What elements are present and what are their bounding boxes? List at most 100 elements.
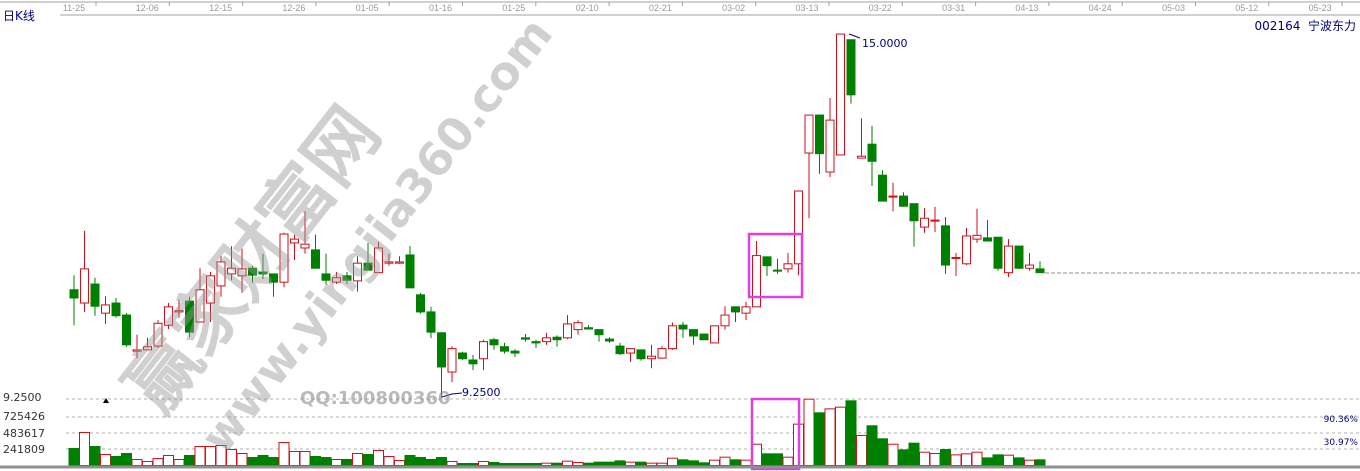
candle[interactable]	[731, 306, 740, 323]
candle[interactable]	[594, 329, 604, 342]
candle[interactable]	[710, 325, 719, 344]
candle[interactable]	[384, 253, 394, 266]
candle[interactable]	[426, 306, 436, 338]
candle[interactable]	[720, 306, 730, 330]
candle[interactable]	[930, 206, 940, 233]
candle[interactable]	[458, 351, 467, 360]
candle[interactable]	[1004, 239, 1013, 278]
volume-gridlines	[66, 398, 1360, 450]
candle[interactable]	[489, 337, 499, 350]
candle[interactable]	[1014, 245, 1024, 269]
candle[interactable]	[836, 33, 845, 156]
candle[interactable]	[510, 349, 520, 357]
candle[interactable]	[437, 332, 446, 398]
candle[interactable]	[542, 332, 551, 345]
candle[interactable]	[962, 227, 971, 266]
candle[interactable]	[405, 246, 415, 289]
candle[interactable]	[899, 192, 908, 207]
candle[interactable]	[867, 125, 877, 186]
candle[interactable]	[111, 297, 121, 318]
candle[interactable]	[311, 234, 320, 269]
volume-bar	[677, 459, 689, 466]
candle[interactable]	[552, 335, 562, 347]
candle[interactable]	[815, 114, 824, 174]
candle[interactable]	[195, 268, 205, 323]
candle[interactable]	[174, 299, 184, 318]
candle[interactable]	[258, 253, 268, 279]
candle[interactable]	[941, 216, 950, 274]
candle[interactable]	[678, 322, 688, 338]
candle[interactable]	[101, 296, 110, 324]
candle[interactable]	[1035, 261, 1045, 274]
candle[interactable]	[647, 344, 656, 369]
candle[interactable]	[636, 349, 646, 361]
candle[interactable]	[699, 333, 709, 341]
candle[interactable]	[804, 114, 814, 219]
candle[interactable]	[206, 272, 215, 323]
candle[interactable]	[657, 346, 667, 359]
candle[interactable]	[857, 118, 866, 159]
candle[interactable]	[762, 256, 772, 276]
candle[interactable]	[878, 170, 887, 202]
candle[interactable]	[615, 342, 625, 355]
candle[interactable]	[626, 348, 635, 362]
candle[interactable]	[783, 253, 793, 273]
candle[interactable]	[1025, 253, 1034, 271]
candle[interactable]	[248, 265, 257, 283]
candle[interactable]	[972, 208, 982, 243]
candle[interactable]	[395, 256, 404, 264]
candle[interactable]	[563, 315, 572, 340]
candle[interactable]	[122, 313, 131, 347]
candle[interactable]	[353, 256, 362, 292]
candle[interactable]	[164, 303, 173, 329]
candle[interactable]	[416, 292, 425, 314]
candle[interactable]	[888, 182, 898, 212]
candle[interactable]	[531, 339, 541, 348]
volume-bar	[635, 461, 647, 467]
candle[interactable]	[216, 256, 226, 297]
candle[interactable]	[479, 339, 488, 371]
candle[interactable]	[300, 211, 310, 254]
candle[interactable]	[983, 220, 992, 242]
candle[interactable]	[846, 39, 856, 104]
candle[interactable]	[90, 277, 100, 316]
volume-bar	[184, 454, 195, 467]
candle[interactable]	[321, 253, 331, 285]
volume-bar	[236, 452, 248, 467]
candle[interactable]	[668, 322, 677, 350]
candle[interactable]	[227, 246, 236, 281]
candle[interactable]	[363, 242, 373, 271]
candle[interactable]	[521, 334, 530, 342]
candle[interactable]	[132, 334, 142, 359]
candle[interactable]	[185, 296, 194, 338]
candle[interactable]	[143, 337, 152, 351]
candle[interactable]	[447, 346, 457, 383]
candle[interactable]	[825, 97, 835, 178]
candle[interactable]	[153, 320, 163, 348]
volume-bar	[646, 462, 657, 466]
candle[interactable]	[342, 272, 352, 285]
candle[interactable]	[290, 234, 299, 260]
candle-body	[1025, 264, 1034, 269]
candle-body	[90, 283, 100, 307]
candle[interactable]	[69, 275, 79, 326]
candle[interactable]	[468, 354, 478, 371]
candle[interactable]	[605, 337, 614, 343]
candle[interactable]	[374, 241, 383, 274]
candle[interactable]	[741, 301, 751, 321]
candle[interactable]	[689, 329, 698, 345]
candle[interactable]	[80, 230, 89, 312]
candle[interactable]	[920, 208, 929, 233]
candle[interactable]	[332, 272, 341, 285]
candle[interactable]	[573, 320, 583, 335]
candle[interactable]	[269, 273, 278, 297]
candle[interactable]	[951, 253, 961, 276]
candle[interactable]	[584, 325, 593, 330]
candle[interactable]	[773, 258, 782, 274]
candle[interactable]	[993, 236, 1003, 271]
candle[interactable]	[909, 203, 919, 247]
candle[interactable]	[500, 342, 509, 354]
candle[interactable]	[279, 232, 289, 288]
candle[interactable]	[237, 248, 247, 293]
